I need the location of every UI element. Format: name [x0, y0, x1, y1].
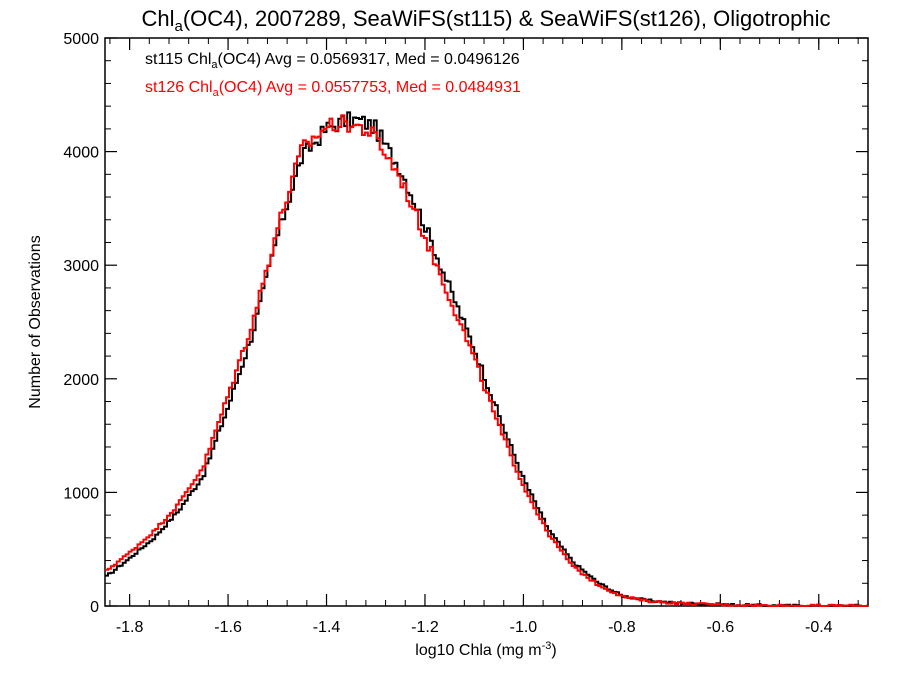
y-tick-label: 1000 [63, 485, 99, 502]
x-tick-label: -0.4 [805, 619, 833, 636]
legend-st126-prefix: st126 Chl [145, 79, 213, 96]
chart-title-suffix: (OC4), 2007289, SeaWiFS(st115) & SeaWiFS… [183, 6, 831, 31]
x-tick-label: -1.0 [510, 619, 538, 636]
legend-st115-prefix: st115 Chl [145, 51, 211, 68]
y-tick-label: 0 [90, 599, 99, 616]
y-tick-label: 2000 [63, 372, 99, 389]
legend-st115-suffix: (OC4) Avg = 0.0569317, Med = 0.0496126 [218, 51, 520, 68]
x-axis-label-suffix: ) [551, 642, 556, 659]
y-tick-label: 3000 [63, 258, 99, 275]
y-axis-label: Number of Observations [27, 235, 44, 408]
x-axis-label: log10 Chla (mg m-3) [415, 640, 556, 659]
legend-entry-st126: st126 Chla(OC4) Avg = 0.0557753, Med = 0… [145, 79, 521, 99]
series-st126-line [105, 114, 868, 607]
chart-title-subscript: a [175, 18, 184, 35]
data-series [105, 111, 868, 607]
x-tick-label: -1.4 [313, 619, 341, 636]
legend-entry-st115: st115 Chla(OC4) Avg = 0.0569317, Med = 0… [145, 51, 520, 71]
axis-ticks: -1.8 -1.6 -1.4 -1.2 -1.0 -0.8 -0.6 -0.4 0 1000 200… [63, 31, 868, 636]
series-st115-line [105, 111, 868, 607]
legend-st126-subscript: a [213, 87, 220, 99]
plot-frame [104, 37, 869, 607]
chart-title: Chla(OC4), 2007289, SeaWiFS(st115) & Sea… [142, 6, 831, 35]
x-tick-label: -1.6 [214, 619, 242, 636]
legend-st115-subscript: a [211, 59, 218, 71]
legend-st126-suffix: (OC4) Avg = 0.0557753, Med = 0.0484931 [219, 79, 521, 96]
x-tick-label: -1.8 [116, 619, 144, 636]
x-tick-label: -0.6 [707, 619, 735, 636]
x-tick-label: -1.2 [411, 619, 439, 636]
y-tick-label: 4000 [63, 145, 99, 162]
x-axis-label-superscript: -3 [542, 640, 552, 652]
chart-title-prefix: Chl [142, 6, 175, 31]
x-axis-label-prefix: log10 Chla (mg m [415, 642, 541, 659]
x-tick-label: -0.8 [608, 619, 636, 636]
y-tick-label: 5000 [63, 31, 99, 48]
